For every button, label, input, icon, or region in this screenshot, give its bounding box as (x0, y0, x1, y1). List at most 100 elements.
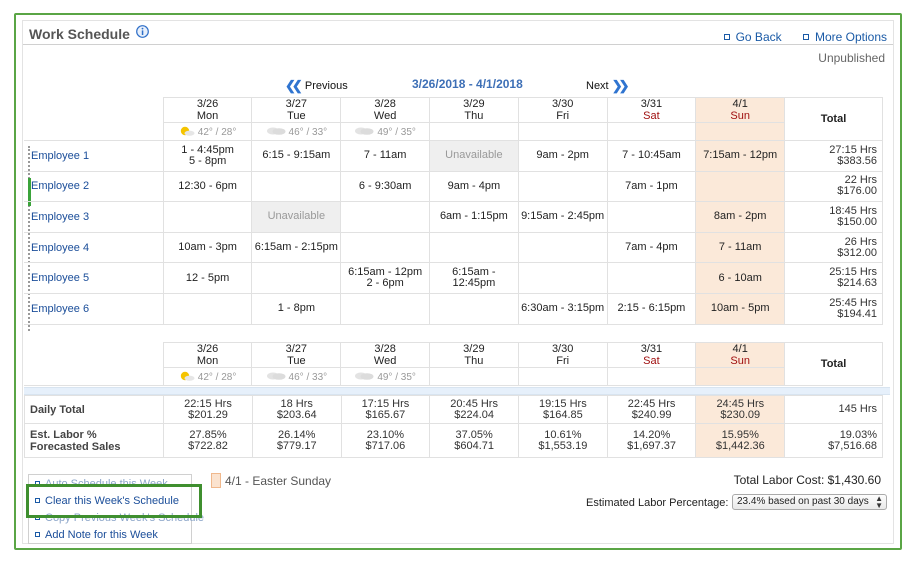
shift-cell[interactable]: 7 - 10:45am (606, 140, 697, 172)
shift-cell[interactable] (429, 231, 519, 264)
shift-cell[interactable]: 7 - 11am (340, 140, 430, 172)
shift-cell[interactable] (162, 292, 253, 325)
shift-cell[interactable]: 9:15am - 2:45pm (517, 201, 608, 233)
shift-cell[interactable]: Unavailable (251, 201, 342, 233)
employee-total: 25:45 Hrs $194.41 (784, 292, 883, 325)
day-name: Tue (287, 110, 306, 122)
shift-cell[interactable] (606, 262, 697, 294)
shift-cell[interactable]: 6:30am - 3:15pm (517, 292, 608, 325)
shift-cell[interactable]: 10am - 3pm (162, 231, 253, 264)
labor-row-value: 10.61% (544, 428, 582, 441)
shift-cell[interactable]: 8am - 2pm (695, 201, 786, 233)
schedule-panel: Work Schedule Go Back More Options Unpub… (22, 20, 894, 544)
shift-cell[interactable] (340, 201, 430, 233)
shift-cell[interactable]: 12:30 - 6pm (162, 170, 253, 203)
shift-cell[interactable]: 9am - 4pm (429, 170, 519, 203)
employee-hours: 25:15 Hrs (829, 266, 877, 279)
employee-name-link[interactable]: Employee 6 (31, 302, 90, 315)
clear-week-link[interactable]: Clear this Week's Schedule (35, 495, 179, 507)
shift-cell[interactable]: 7am - 4pm (606, 231, 697, 264)
weather-row: 42° / 28° 46° / 33° 49° / 35° (24, 122, 883, 141)
shift-cell[interactable] (695, 170, 786, 203)
shift-cell[interactable] (162, 201, 253, 233)
labor-row-total-value: 19.03% (839, 428, 877, 441)
go-back-link[interactable]: Go Back (723, 30, 782, 44)
day-name: Fri (556, 355, 570, 367)
employee-row: Employee 3 Unavailable 6am - 1:15pm 9:15am … (24, 201, 883, 233)
shift-cell[interactable]: 12 - 5pm (162, 262, 253, 294)
employee-cell: Employee 1 (24, 140, 164, 172)
cloudy-icon (355, 127, 374, 135)
shift-cell[interactable]: 6 - 10am (695, 262, 786, 294)
shift-time: 12:30 - 6pm (178, 179, 237, 192)
day-date: 3/27 (285, 343, 308, 355)
employee-cell: Employee 2 (24, 170, 164, 203)
shift-cell[interactable]: 6:15am - 12pm 2 - 6pm (340, 262, 430, 294)
weather-cell: 49° / 35° (340, 367, 430, 386)
more-options-link[interactable]: More Options (802, 30, 887, 44)
shift-cell[interactable]: 10am - 5pm (695, 292, 786, 325)
shift-cell[interactable]: 7am - 1pm (606, 170, 697, 203)
next-week-button[interactable]: Next ❯❯ (586, 78, 629, 94)
next-label: Next (586, 80, 609, 92)
total-labor-cost: Total Labor Cost: $1,430.60 (733, 473, 881, 487)
shift-time: 6 - 10am (718, 271, 762, 284)
employee-name-link[interactable]: Employee 2 (31, 180, 90, 193)
daily-total-row-value: 22:15 Hrs (184, 397, 232, 410)
weather-temps: 42° / 28° (197, 126, 237, 138)
partly-sunny-icon (180, 126, 195, 136)
previous-week-button[interactable]: ❮❮ Previous (285, 78, 348, 94)
shift-cell[interactable]: 6:15am - 2:15pm (251, 231, 342, 264)
shift-time: Unavailable (445, 149, 503, 162)
week-range: 3/26/2018 - 4/1/2018 (412, 77, 523, 91)
shift-cell[interactable] (340, 292, 430, 325)
labor-row-cell: 15.95% $1,442.36 (695, 423, 786, 458)
info-icon[interactable] (136, 25, 149, 38)
shift-cell[interactable]: 6am - 1:15pm (429, 201, 519, 233)
previous-label: Previous (304, 80, 348, 92)
shift-cell[interactable] (517, 231, 608, 264)
shift-cell[interactable]: 7 - 11am (695, 231, 786, 264)
shift-cell[interactable] (517, 170, 608, 203)
day-name: Fri (556, 110, 570, 122)
daily-total-row-cell: 22:15 Hrs $201.29 (163, 395, 253, 424)
shift-cell[interactable]: 6:15am - 12:45pm (429, 262, 519, 294)
labor-row-label-line: Est. Labor % (30, 428, 97, 441)
employee-cost: $194.41 (837, 307, 877, 320)
day-date: 3/29 (463, 343, 485, 355)
employee-name-link[interactable]: Employee 5 (31, 272, 90, 285)
employee-name-link[interactable]: Employee 1 (31, 149, 90, 162)
labor-row-value: $722.82 (188, 439, 228, 452)
shift-cell[interactable]: 2:15 - 6:15pm (606, 292, 697, 325)
day-date: 3/31 (640, 98, 663, 110)
shift-cell[interactable]: 6 - 9:30am (340, 170, 430, 203)
clear-week-label: Clear this Week's Schedule (45, 495, 179, 507)
shift-cell[interactable] (251, 170, 342, 203)
shift-cell[interactable]: 7:15am - 12pm (695, 140, 786, 172)
employee-name-link[interactable]: Employee 3 (31, 210, 90, 223)
daily-total-row-cell: 22:45 Hrs $240.99 (606, 395, 697, 424)
shift-cell[interactable] (251, 262, 342, 294)
shift-cell[interactable]: 6:15 - 9:15am (251, 140, 342, 172)
shift-cell[interactable] (606, 201, 697, 233)
add-note-link[interactable]: Add Note for this Week (35, 529, 158, 541)
employee-total: 22 Hrs $176.00 (784, 170, 883, 203)
shift-cell[interactable]: Unavailable (429, 140, 519, 172)
shift-cell[interactable] (340, 231, 430, 264)
shift-time: 7 - 11am (718, 241, 762, 254)
weather-cell (695, 122, 786, 141)
shift-cell[interactable] (429, 292, 519, 325)
weather-temps: 49° / 35° (377, 371, 416, 383)
cloudy-icon (355, 372, 374, 380)
day-header-mon: 3/26 Mon (162, 97, 253, 123)
shift-cell[interactable] (517, 262, 608, 294)
shift-cell[interactable]: 1 - 8pm (251, 292, 342, 325)
employee-name-link[interactable]: Employee 4 (31, 241, 90, 254)
shift-cell[interactable]: 1 - 4:45pm 5 - 8pm (162, 140, 253, 172)
day-date: 3/26 (196, 343, 219, 355)
est-labor-label: Estimated Labor Percentage: (586, 497, 729, 509)
shift-cell[interactable]: 9am - 2pm (517, 140, 608, 172)
employee-hours: 25:45 Hrs (829, 296, 877, 309)
est-labor-select[interactable]: 23.4% based on past 30 days ▲ ▼ (732, 494, 887, 510)
employee-hours: 18:45 Hrs (829, 204, 877, 217)
